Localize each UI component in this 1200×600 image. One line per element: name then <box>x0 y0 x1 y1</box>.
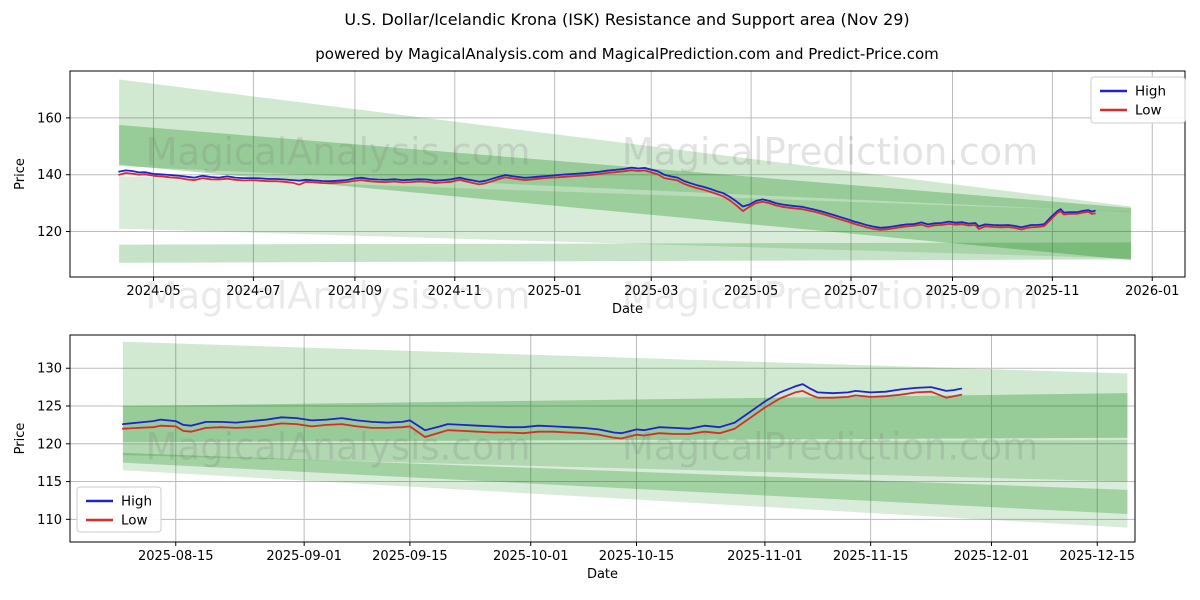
y-tick-label: 130 <box>37 362 62 377</box>
x-tick-label: 2025-01 <box>527 284 581 299</box>
x-tick-label: 2024-11 <box>428 284 482 299</box>
x-tick-label: 2025-11-15 <box>833 549 909 564</box>
x-axis-label: Date <box>587 567 618 582</box>
x-tick-label: 2025-09 <box>925 284 979 299</box>
high-line <box>118 166 1096 229</box>
plot-border <box>69 334 1136 543</box>
legend-low-label: Low <box>121 513 148 529</box>
x-tick-label: 2025-03 <box>624 284 678 299</box>
support-resistance-band <box>119 124 1131 260</box>
y-axis-label: Price <box>13 423 28 455</box>
x-tick-label: 2025-09-01 <box>266 549 342 564</box>
support-resistance-band <box>119 242 1131 263</box>
x-tick-label: 2025-08-15 <box>138 549 214 564</box>
y-tick-label: 110 <box>37 513 62 528</box>
legend-box <box>1090 76 1186 124</box>
y-tick-label: 120 <box>37 437 62 452</box>
chart-title: U.S. Dollar/Icelandic Krona (ISK) Resist… <box>344 10 910 29</box>
y-tick-label: 125 <box>37 400 62 415</box>
detail-chart: 2025-08-15 2025-09-01 2025-09-15 2025-10-01… <box>13 334 1136 582</box>
support-resistance-band <box>122 452 1128 515</box>
x-tick-label: 2025-11 <box>1025 284 1079 299</box>
support-resistance-band <box>119 79 1131 213</box>
x-axis-label: Date <box>612 302 643 317</box>
overview-chart: 2024-05 2024-07 2024-09 2024-11 2025-01 2025-… <box>13 70 1186 317</box>
high-line <box>122 383 963 435</box>
x-tick-label: 2024-07 <box>226 284 280 299</box>
y-tick-label: 120 <box>37 225 62 240</box>
support-resistance-band <box>119 176 1131 259</box>
x-tick-label: 2024-09 <box>328 284 382 299</box>
legend-high-label: High <box>1135 84 1166 100</box>
x-tick-label: 2025-07 <box>824 284 878 299</box>
x-tick-label: 2025-09-15 <box>372 549 448 564</box>
x-tick-label: 2025-10-15 <box>599 549 675 564</box>
support-resistance-band <box>122 341 1128 482</box>
low-line <box>122 389 963 440</box>
x-tick-label: 2026-01 <box>1125 284 1179 299</box>
x-tick-label: 2025-12-15 <box>1059 549 1135 564</box>
y-tick-label: 140 <box>37 168 62 183</box>
x-tick-label: 2025-11-01 <box>727 549 803 564</box>
plot-border <box>69 70 1186 278</box>
x-tick-label: 2025-05 <box>724 284 778 299</box>
x-tick-label: 2025-10-01 <box>493 549 569 564</box>
x-tick-label: 2024-05 <box>126 284 180 299</box>
y-tick-label: 115 <box>37 475 62 490</box>
chart-subtitle: powered by MagicalAnalysis.com and Magic… <box>315 45 939 63</box>
legend-high-label: High <box>121 494 152 510</box>
legend-low-label: Low <box>1135 103 1162 119</box>
support-resistance-band <box>122 393 1128 443</box>
y-tick-label: 160 <box>37 111 62 126</box>
support-resistance-band <box>122 440 1128 528</box>
x-tick-label: 2025-12-01 <box>954 549 1030 564</box>
low-line <box>118 169 1096 231</box>
y-axis-label: Price <box>13 158 28 190</box>
